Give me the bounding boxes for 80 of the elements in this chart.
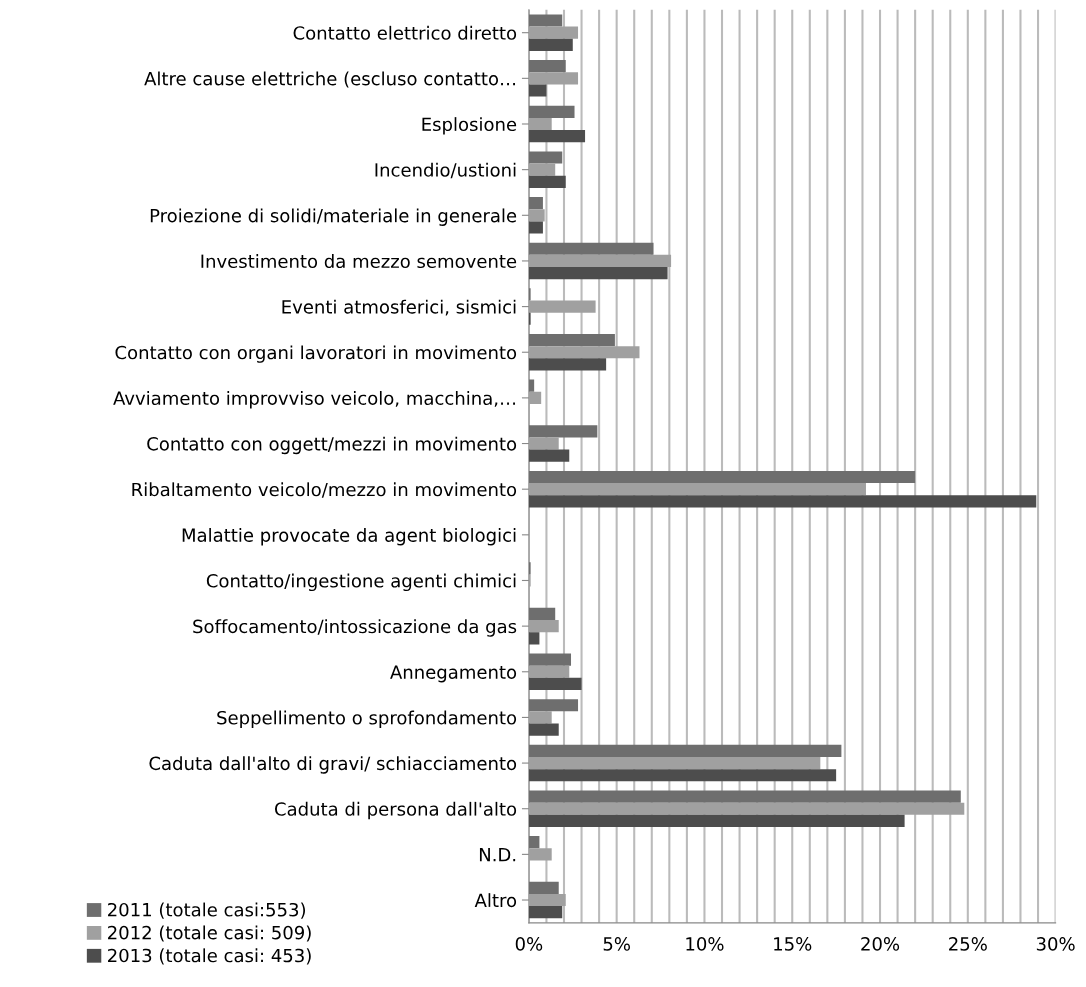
bar <box>528 769 837 782</box>
y-tick-label: Soffocamento/intossicazione da gas <box>193 619 517 637</box>
legend-label: 2012 (totale casi: 509) <box>108 925 311 942</box>
bar <box>528 699 579 712</box>
y-tick-label: Contatto elettrico diretto <box>293 25 517 40</box>
x-tick-label: 25% <box>949 937 987 951</box>
bar <box>528 790 961 803</box>
bar <box>528 151 563 164</box>
y-tick-label: Eventi atmosferici, sismici <box>282 299 516 316</box>
bar <box>528 391 542 404</box>
x-tick-label: 10% <box>686 937 724 951</box>
bar <box>528 26 579 39</box>
legend-label: 2011 (totale casi:553) <box>108 902 306 919</box>
bar <box>528 711 552 724</box>
bar <box>528 756 821 770</box>
y-tick-label: Contatto/ingestione agenti chimici <box>206 573 516 592</box>
x-tick-label: 0% <box>515 937 543 951</box>
bar <box>528 744 842 757</box>
bar <box>528 483 866 496</box>
y-tick-label: Caduta di persona dall'alto <box>274 801 517 820</box>
bar <box>528 60 566 73</box>
y-tick-label: Ribaltamento veicolo/mezzo in movimento <box>132 482 517 498</box>
y-tick-label: Contatto con organi lavoratori in movimento <box>115 345 517 363</box>
y-tick-label: N.D. <box>479 848 516 862</box>
bar <box>528 254 672 268</box>
bar <box>528 470 916 484</box>
legend-label: 2013 (totale casi: 453) <box>108 948 311 965</box>
bar <box>528 333 615 347</box>
y-tick-label: Proiezione di solidi/materiale in generale <box>150 208 517 226</box>
bar <box>528 449 570 462</box>
bar <box>528 814 905 827</box>
bar <box>528 242 654 255</box>
x-tick-label: 15% <box>774 937 812 951</box>
bar <box>528 893 566 907</box>
bar <box>528 632 540 645</box>
y-tick-label: Incendio/ustioni <box>375 162 516 179</box>
bar <box>528 665 570 678</box>
bar <box>528 175 566 188</box>
bar <box>528 14 563 27</box>
bar <box>528 677 582 691</box>
bar <box>528 84 547 97</box>
bar <box>528 425 598 438</box>
bar <box>528 72 579 85</box>
y-tick-label: Contatto con oggett/mezzi in movimento <box>147 436 517 455</box>
bar <box>528 881 559 894</box>
bar <box>528 836 540 849</box>
y-tick-label: Malattie provocate da agent biologici <box>182 527 516 546</box>
y-tick-label: Caduta dall'alto di gravi/ schiacciamento <box>149 756 517 774</box>
bar <box>528 607 556 621</box>
bar <box>528 38 573 51</box>
bar <box>528 379 535 392</box>
bar <box>528 163 556 176</box>
bar <box>528 723 559 736</box>
bar <box>528 197 543 210</box>
bar <box>528 267 668 280</box>
bar <box>528 117 552 131</box>
bar <box>528 620 559 633</box>
x-tick-label: 30% <box>1036 937 1075 951</box>
bar <box>528 221 543 234</box>
bar <box>528 209 545 222</box>
y-tick-label: Seppellimento o sprofondamento <box>217 710 517 729</box>
bar <box>528 848 552 861</box>
x-tick-label: 5% <box>603 937 630 951</box>
y-tick-label: Altro <box>474 893 517 908</box>
y-tick-label: Investimento da mezzo semovente <box>201 254 517 269</box>
bar <box>528 346 640 359</box>
bar <box>528 495 1037 508</box>
y-tick-label: Altre cause elettriche (escluso contatto… <box>144 71 515 88</box>
bar <box>528 653 572 666</box>
y-tick-label: Avviamento improvviso veicolo, macchina,… <box>113 391 515 409</box>
bar <box>528 802 965 815</box>
bar <box>528 437 559 450</box>
bar <box>528 906 563 919</box>
bar <box>528 358 607 371</box>
bar <box>528 105 575 118</box>
y-tick-label: Esplosione <box>422 117 517 135</box>
y-tick-label: Annegamento <box>390 665 517 683</box>
x-tick-label: 20% <box>861 937 900 951</box>
bar <box>528 130 586 143</box>
bar <box>528 300 596 313</box>
